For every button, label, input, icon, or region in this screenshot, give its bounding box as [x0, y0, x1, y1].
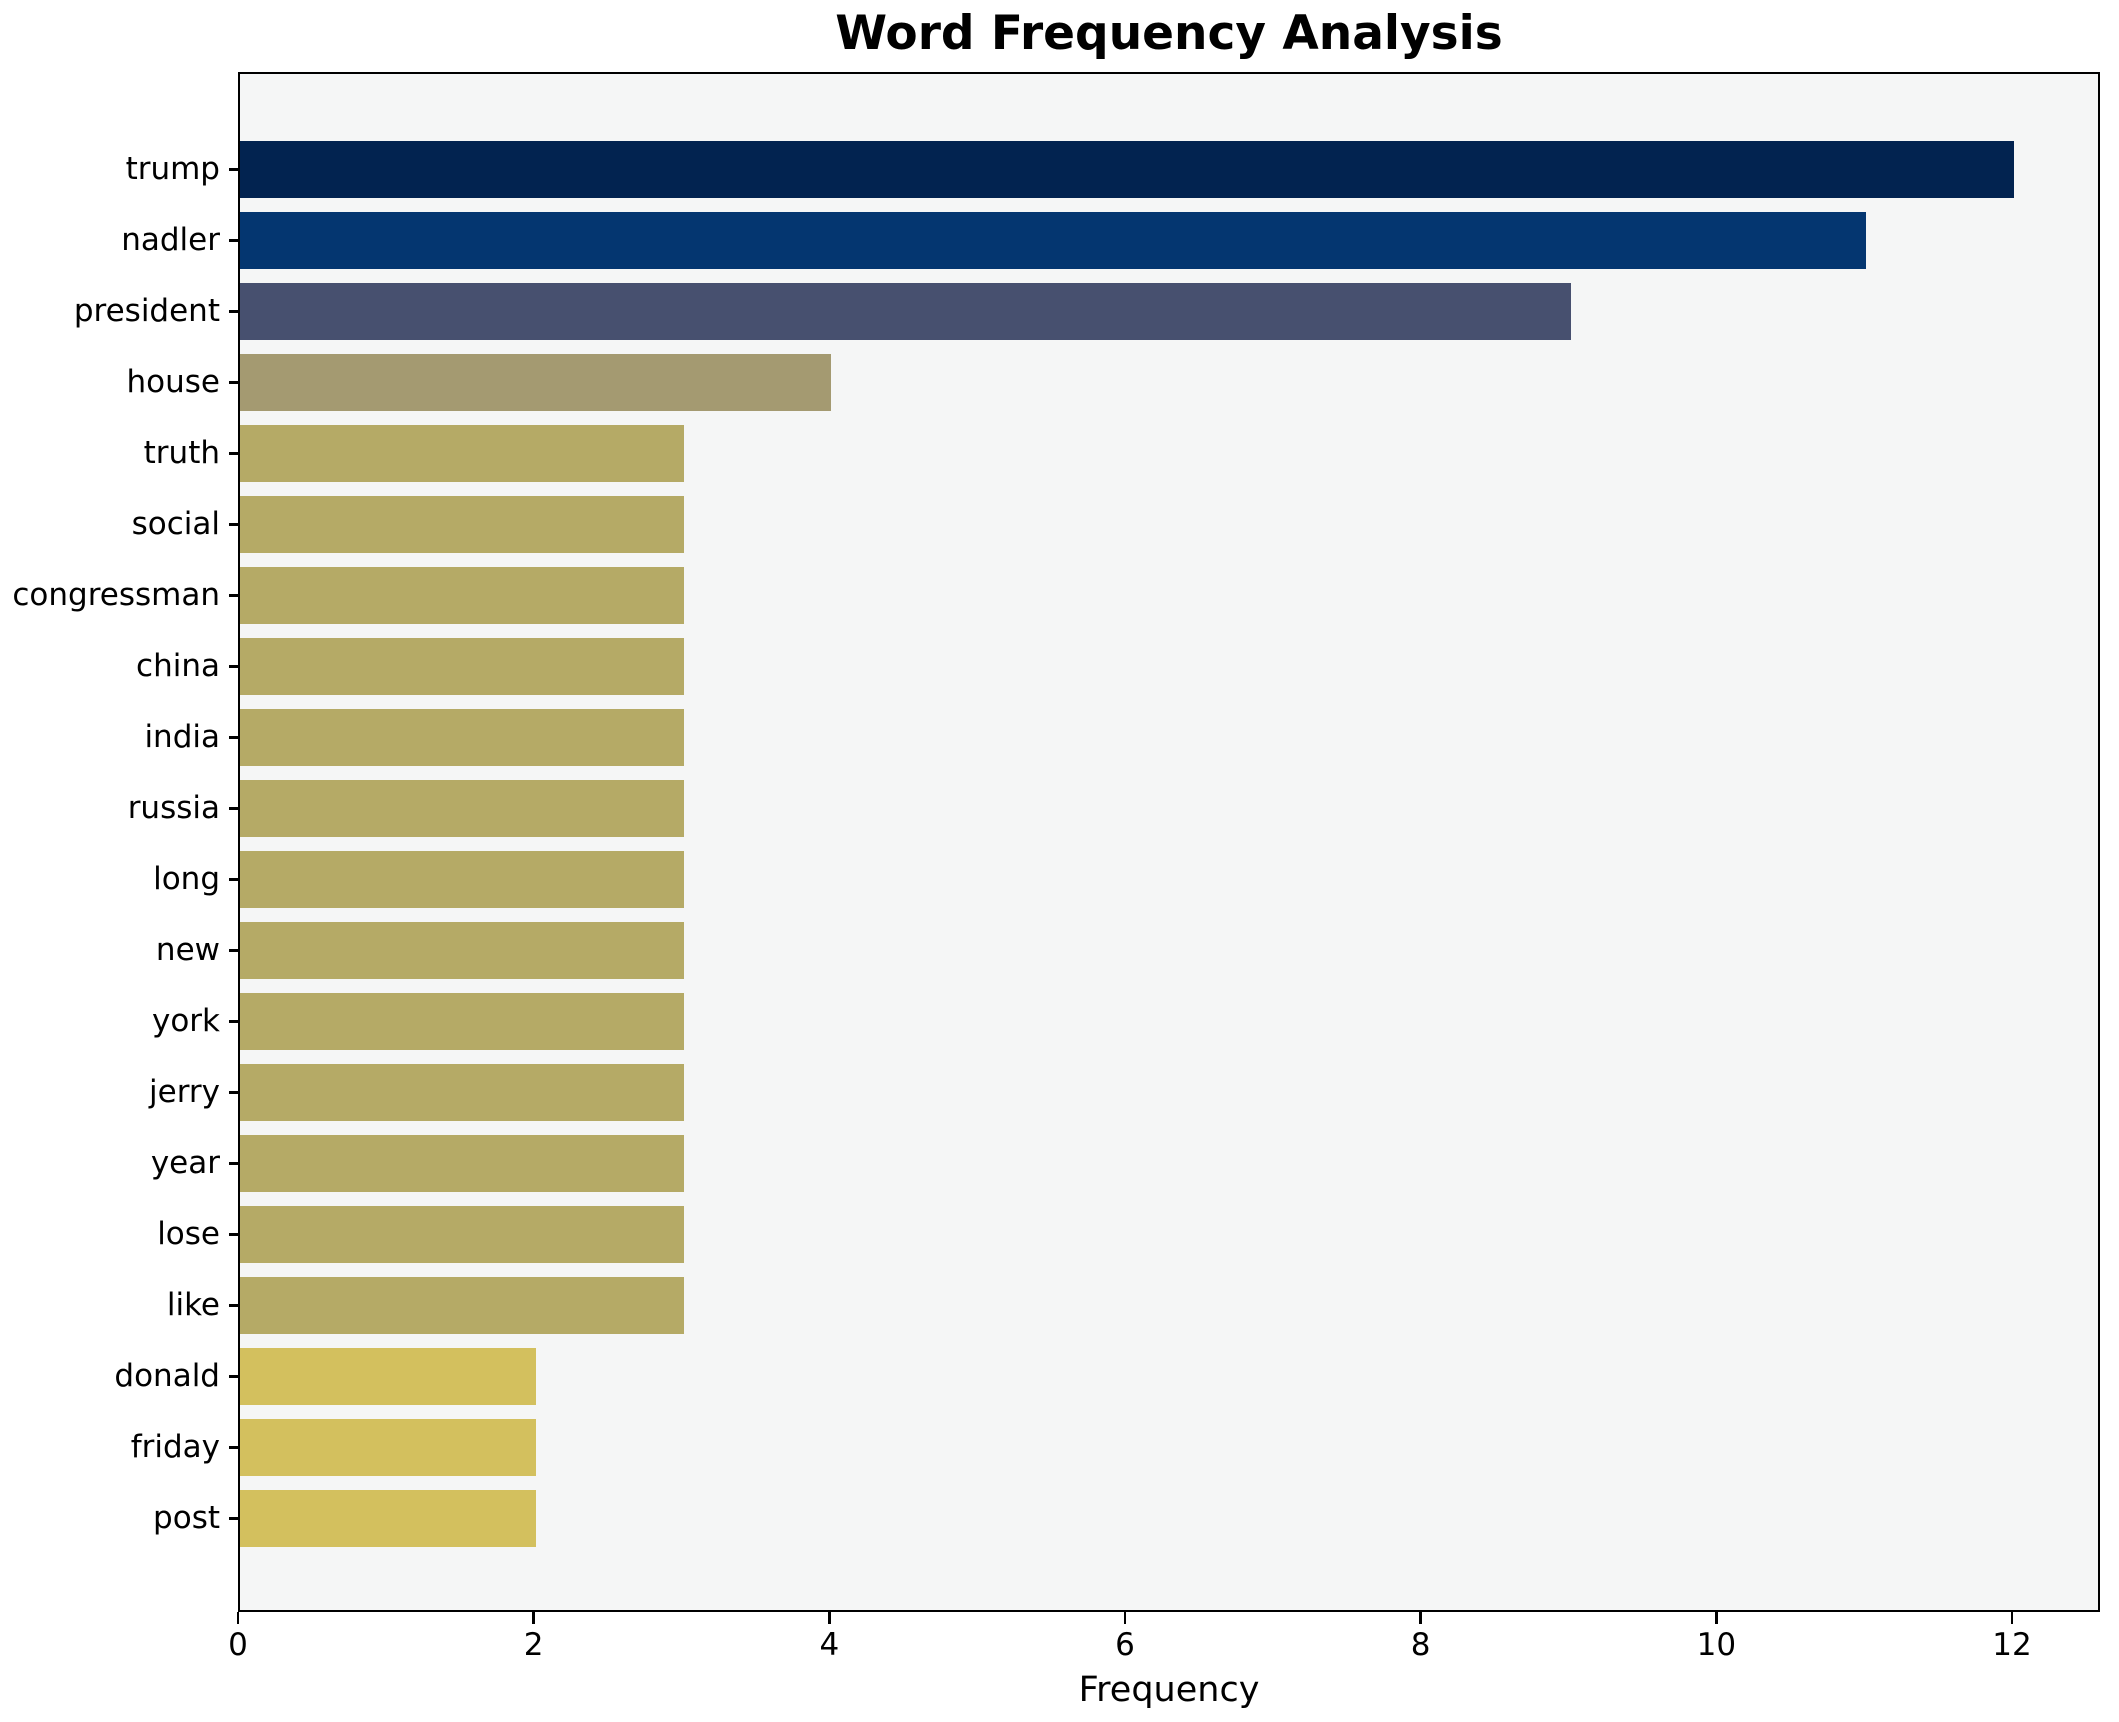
y-tick-mark: [229, 523, 238, 526]
x-tick-mark: [532, 1612, 535, 1624]
bar-china: [240, 637, 684, 695]
y-tick-label-truth: truth: [143, 435, 220, 471]
bar-president: [240, 282, 1571, 340]
bar-russia: [240, 779, 684, 837]
y-tick-mark: [229, 736, 238, 739]
y-tick-mark: [229, 1446, 238, 1449]
bar-jerry: [240, 1063, 684, 1121]
y-tick-mark: [229, 807, 238, 810]
x-tick-label-6: 6: [1115, 1627, 1135, 1663]
x-tick-mark: [2010, 1612, 2014, 1624]
x-tick-mark: [1419, 1612, 1422, 1624]
y-tick-mark: [229, 1091, 238, 1094]
bar-like: [240, 1276, 684, 1334]
y-tick-label-long: long: [153, 861, 220, 897]
y-tick-mark: [229, 665, 238, 668]
bar-york: [240, 992, 684, 1050]
y-tick-mark: [229, 452, 238, 455]
x-tick-mark: [828, 1612, 831, 1624]
y-tick-label-jerry: jerry: [149, 1074, 220, 1110]
y-tick-label-social: social: [131, 506, 220, 542]
bar-house: [240, 353, 832, 411]
x-tick-label-2: 2: [523, 1627, 544, 1663]
bar-india: [240, 708, 684, 766]
bar-post: [240, 1489, 536, 1547]
y-tick-mark: [229, 168, 238, 171]
x-tick-label-4: 4: [819, 1627, 840, 1663]
x-tick-mark: [1715, 1612, 1718, 1624]
y-tick-label-donald: donald: [114, 1358, 220, 1394]
bar-congressman: [240, 566, 684, 624]
y-tick-label-like: like: [166, 1287, 220, 1323]
y-tick-mark: [229, 1304, 238, 1307]
y-tick-mark: [229, 381, 238, 384]
x-axis-label: Frequency: [1078, 1670, 1260, 1710]
x-tick-label-12: 12: [1992, 1627, 2032, 1663]
x-tick-label-10: 10: [1696, 1627, 1737, 1663]
y-tick-mark: [229, 1375, 238, 1378]
y-tick-label-post: post: [153, 1500, 220, 1536]
y-tick-label-china: china: [136, 648, 220, 684]
bar-long: [240, 850, 684, 908]
y-tick-mark: [229, 1020, 238, 1023]
bar-lose: [240, 1205, 684, 1263]
plot-area: [238, 72, 2100, 1612]
y-tick-label-russia: russia: [127, 790, 220, 826]
x-tick-mark: [1123, 1612, 1127, 1624]
y-tick-label-house: house: [126, 364, 220, 400]
y-tick-label-nadler: nadler: [121, 222, 220, 258]
bar-nadler: [240, 211, 1867, 269]
bar-donald: [240, 1347, 536, 1405]
y-tick-label-congressman: congressman: [12, 577, 220, 613]
y-tick-mark: [229, 1517, 238, 1520]
y-tick-label-friday: friday: [130, 1429, 220, 1465]
y-tick-label-trump: trump: [125, 151, 220, 187]
y-tick-mark: [229, 949, 238, 952]
y-tick-label-york: york: [151, 1003, 220, 1039]
y-tick-mark: [229, 1162, 238, 1165]
chart-title: Word Frequency Analysis: [835, 6, 1503, 61]
bar-year: [240, 1134, 684, 1192]
bar-social: [240, 495, 684, 553]
y-tick-label-new: new: [155, 932, 220, 968]
bar-friday: [240, 1418, 536, 1476]
y-tick-label-lose: lose: [157, 1216, 220, 1252]
y-tick-mark: [229, 310, 238, 313]
bar-new: [240, 921, 684, 979]
y-tick-mark: [229, 878, 238, 881]
x-tick-mark: [236, 1612, 240, 1624]
y-tick-mark: [229, 239, 238, 242]
x-tick-label-0: 0: [228, 1627, 248, 1663]
y-tick-mark: [229, 594, 238, 597]
y-tick-mark: [229, 1233, 238, 1236]
y-tick-label-president: president: [73, 293, 220, 329]
bar-truth: [240, 424, 684, 482]
y-tick-label-year: year: [150, 1145, 220, 1181]
y-tick-label-india: india: [144, 719, 220, 755]
x-tick-label-8: 8: [1410, 1627, 1431, 1663]
bar-trump: [240, 140, 2014, 198]
